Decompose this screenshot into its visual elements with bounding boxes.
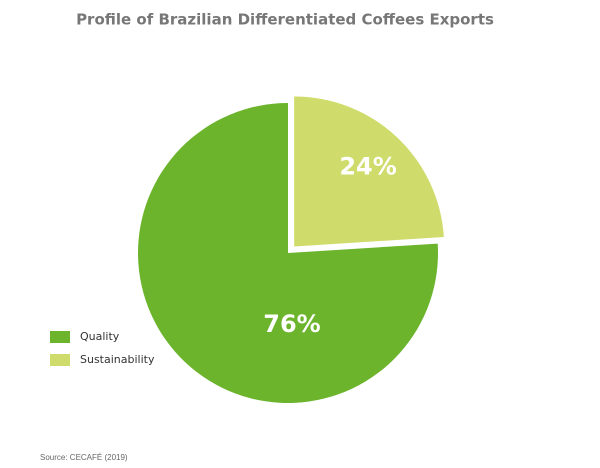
legend-swatch [50,331,70,343]
pie-slice [294,96,444,247]
chart-title: Profile of Brazilian Differentiated Coff… [76,11,494,29]
legend-swatch [50,354,70,366]
legend-label: Quality [80,330,120,343]
legend-label: Sustainability [80,353,155,366]
value-label: 76% [263,310,320,338]
source: Source: CECAFÉ (2019) [40,453,128,462]
pie-slice [138,103,439,404]
value-label: 24% [339,153,396,181]
